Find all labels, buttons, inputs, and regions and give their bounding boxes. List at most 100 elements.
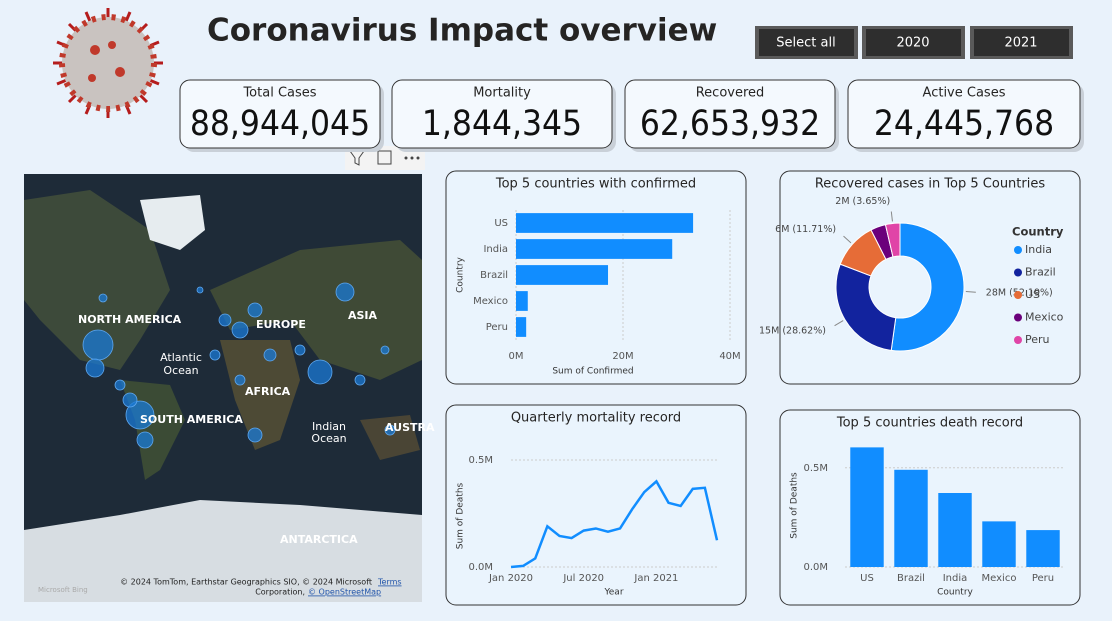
more-icon[interactable] bbox=[404, 156, 420, 160]
x-tick-label: 40M bbox=[719, 351, 740, 362]
map-attribution: © 2024 TomTom, Earthstar Geographics SIO… bbox=[120, 578, 372, 587]
donut-slice bbox=[835, 263, 897, 351]
x-tick-label: Jul 2020 bbox=[562, 573, 604, 584]
x-tick-label: 20M bbox=[612, 351, 633, 362]
y-tick-label: Mexico bbox=[473, 296, 508, 307]
map-label: ASIA bbox=[348, 309, 378, 322]
y-tick-label: 0.0M bbox=[803, 562, 828, 573]
kpi-value: 24,445,768 bbox=[874, 104, 1054, 144]
chart-title: Top 5 countries death record bbox=[836, 416, 1023, 431]
bar bbox=[516, 265, 609, 285]
y-tick-label: Brazil bbox=[480, 270, 508, 281]
kpi-label: Active Cases bbox=[923, 86, 1006, 101]
page-title: Coronavirus Impact overview bbox=[207, 13, 717, 49]
legend-label[interactable]: US bbox=[1025, 288, 1040, 301]
slicer-button-label[interactable]: 2021 bbox=[1004, 36, 1037, 51]
legend-title: Country bbox=[1012, 225, 1064, 239]
map-osm-link[interactable]: © OpenStreetMap bbox=[308, 588, 381, 597]
legend-swatch[interactable] bbox=[1014, 313, 1022, 322]
x-tick-label: US bbox=[860, 573, 874, 584]
chart-title: Recovered cases in Top 5 Countries bbox=[815, 177, 1045, 192]
slicer-button-label[interactable]: 2020 bbox=[896, 36, 929, 51]
y-tick-label: 0.5M bbox=[468, 455, 493, 466]
virus-logo bbox=[53, 8, 163, 118]
x-axis-label: Country bbox=[937, 588, 973, 598]
bar bbox=[850, 447, 884, 567]
y-tick-label: 0.5M bbox=[803, 463, 828, 474]
x-axis-label: Sum of Confirmed bbox=[552, 367, 633, 377]
kpi-value: 1,844,345 bbox=[422, 104, 582, 144]
map-label: AFRICA bbox=[245, 385, 291, 398]
map-label: AUSTRA bbox=[385, 421, 435, 434]
kpi-card bbox=[179, 79, 381, 149]
chart-panel bbox=[445, 404, 747, 606]
line-series bbox=[510, 479, 719, 569]
map-label: EUROPE bbox=[256, 318, 306, 331]
legend-label[interactable]: Mexico bbox=[1025, 311, 1064, 324]
kpi-label: Mortality bbox=[473, 86, 531, 101]
y-axis-label: Sum of Deaths bbox=[456, 482, 466, 549]
bar bbox=[516, 213, 694, 233]
leader-line bbox=[843, 235, 852, 244]
y-tick-label: India bbox=[483, 244, 508, 255]
legend-label[interactable]: Brazil bbox=[1025, 266, 1056, 279]
x-tick-label: Brazil bbox=[897, 573, 925, 584]
y-tick-label: 0.0M bbox=[468, 562, 493, 573]
y-axis-label: Sum of Deaths bbox=[790, 472, 800, 539]
kpi-card bbox=[624, 79, 836, 149]
y-axis-label: Country bbox=[456, 256, 466, 292]
kpi-card bbox=[847, 79, 1081, 149]
map-label: NORTH AMERICA bbox=[78, 313, 182, 326]
x-axis-label: Year bbox=[603, 588, 623, 598]
slicer-button-inner[interactable] bbox=[866, 29, 961, 56]
y-tick-label: Peru bbox=[486, 322, 508, 333]
kpi-value: 88,944,045 bbox=[190, 104, 370, 144]
bar bbox=[982, 521, 1016, 567]
legend-swatch[interactable] bbox=[1014, 268, 1022, 277]
x-tick-label: Peru bbox=[1032, 573, 1054, 584]
bar bbox=[938, 493, 972, 567]
x-tick-label: India bbox=[943, 573, 968, 584]
map-label: Ocean bbox=[163, 364, 198, 377]
slicer-button-inner[interactable] bbox=[759, 29, 854, 56]
bar bbox=[894, 469, 928, 567]
x-tick-label: 0M bbox=[509, 351, 524, 362]
bar bbox=[516, 291, 528, 311]
x-tick-label: Jan 2020 bbox=[488, 573, 533, 584]
slicer-button-label[interactable]: Select all bbox=[776, 36, 835, 51]
slicer-button-inner[interactable] bbox=[974, 29, 1069, 56]
chart-title: Top 5 countries with confirmed bbox=[495, 177, 696, 192]
data-label: 2M (3.65%) bbox=[835, 196, 890, 207]
data-label: 6M (11.71%) bbox=[775, 224, 836, 235]
kpi-label: Recovered bbox=[696, 86, 765, 101]
map-brand: Microsoft Bing bbox=[38, 586, 88, 594]
legend-swatch[interactable] bbox=[1014, 336, 1022, 344]
kpi-card bbox=[391, 79, 613, 149]
legend-label[interactable]: India bbox=[1025, 243, 1052, 256]
bar bbox=[1026, 530, 1060, 567]
chart-title: Quarterly mortality record bbox=[511, 411, 681, 426]
legend-label[interactable]: Peru bbox=[1025, 333, 1050, 346]
map-attribution: Corporation, bbox=[255, 588, 305, 597]
y-tick-label: US bbox=[494, 218, 508, 229]
map-label: Indian bbox=[312, 420, 346, 433]
map-label: ANTARCTICA bbox=[280, 533, 358, 546]
map-label: Atlantic bbox=[160, 351, 202, 364]
data-label: 15M (28.62%) bbox=[759, 325, 826, 336]
focus-icon[interactable] bbox=[377, 150, 392, 165]
map-terms[interactable]: Terms bbox=[377, 578, 402, 587]
map: NORTH AMERICA EUROPE ASIA Atlantic Ocean… bbox=[24, 174, 435, 602]
leader-line bbox=[965, 291, 976, 293]
bar bbox=[516, 317, 527, 337]
legend-swatch[interactable] bbox=[1014, 246, 1022, 254]
legend-swatch[interactable] bbox=[1014, 291, 1022, 299]
x-tick-label: Mexico bbox=[982, 573, 1017, 584]
donut-slice bbox=[890, 222, 965, 352]
map-label: Ocean bbox=[311, 432, 346, 445]
kpi-label: Total Cases bbox=[242, 86, 316, 101]
kpi-value: 62,653,932 bbox=[640, 104, 820, 144]
bar bbox=[516, 239, 673, 259]
leader-line bbox=[890, 211, 893, 222]
map-label: SOUTH AMERICA bbox=[140, 413, 243, 426]
